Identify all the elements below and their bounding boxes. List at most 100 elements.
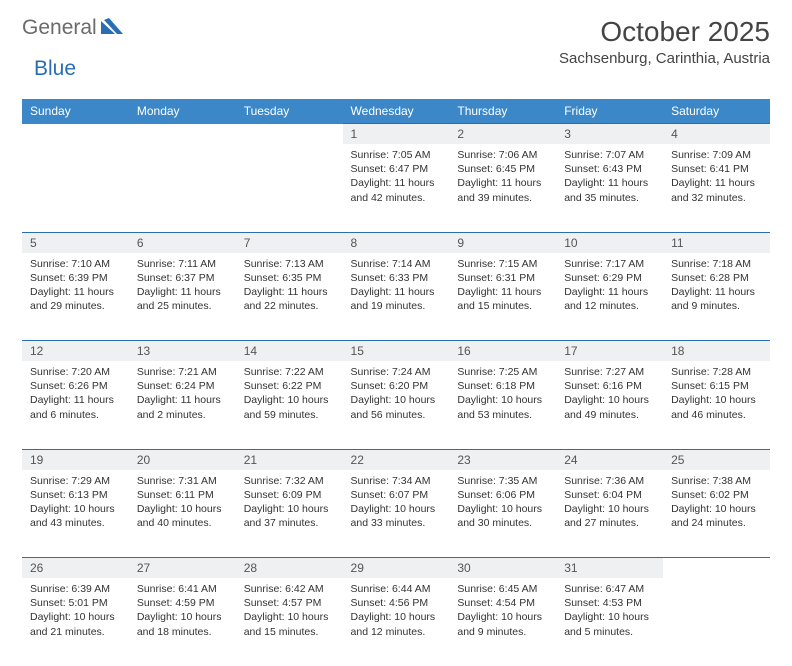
week-number-row: 567891011 [22, 232, 770, 253]
day-number-cell: 7 [236, 232, 343, 253]
day-number: 2 [449, 124, 556, 144]
day-details: Sunrise: 7:11 AMSunset: 6:37 PMDaylight:… [129, 253, 236, 320]
day-body-cell: Sunrise: 7:32 AMSunset: 6:09 PMDaylight:… [236, 470, 343, 558]
day-number: 3 [556, 124, 663, 144]
week-body-row: Sunrise: 6:39 AMSunset: 5:01 PMDaylight:… [22, 578, 770, 666]
day-number: 15 [343, 341, 450, 361]
week-number-row: 12131415161718 [22, 341, 770, 362]
weekday-header: Wednesday [343, 99, 450, 124]
day-number: 5 [22, 233, 129, 253]
week-body-row: Sunrise: 7:10 AMSunset: 6:39 PMDaylight:… [22, 253, 770, 341]
day-body-cell: Sunrise: 7:09 AMSunset: 6:41 PMDaylight:… [663, 144, 770, 232]
day-details: Sunrise: 7:32 AMSunset: 6:09 PMDaylight:… [236, 470, 343, 537]
day-details: Sunrise: 7:36 AMSunset: 6:04 PMDaylight:… [556, 470, 663, 537]
day-body-cell: Sunrise: 7:25 AMSunset: 6:18 PMDaylight:… [449, 361, 556, 449]
day-body-cell: Sunrise: 7:13 AMSunset: 6:35 PMDaylight:… [236, 253, 343, 341]
day-number: 24 [556, 450, 663, 470]
day-details: Sunrise: 7:34 AMSunset: 6:07 PMDaylight:… [343, 470, 450, 537]
day-body-cell: Sunrise: 7:27 AMSunset: 6:16 PMDaylight:… [556, 361, 663, 449]
day-body-cell: Sunrise: 7:31 AMSunset: 6:11 PMDaylight:… [129, 470, 236, 558]
day-body-cell [663, 578, 770, 666]
day-number-cell: 16 [449, 341, 556, 362]
day-number-cell [22, 124, 129, 145]
day-details: Sunrise: 6:42 AMSunset: 4:57 PMDaylight:… [236, 578, 343, 645]
week-number-row: 1234 [22, 124, 770, 145]
day-details: Sunrise: 7:15 AMSunset: 6:31 PMDaylight:… [449, 253, 556, 320]
day-details: Sunrise: 7:25 AMSunset: 6:18 PMDaylight:… [449, 361, 556, 428]
day-body-cell: Sunrise: 7:36 AMSunset: 6:04 PMDaylight:… [556, 470, 663, 558]
day-number-cell: 4 [663, 124, 770, 145]
day-details: Sunrise: 7:24 AMSunset: 6:20 PMDaylight:… [343, 361, 450, 428]
day-number-cell: 17 [556, 341, 663, 362]
day-number: 11 [663, 233, 770, 253]
day-number-cell: 25 [663, 449, 770, 470]
day-number: 14 [236, 341, 343, 361]
day-body-cell: Sunrise: 6:41 AMSunset: 4:59 PMDaylight:… [129, 578, 236, 666]
day-details: Sunrise: 7:31 AMSunset: 6:11 PMDaylight:… [129, 470, 236, 537]
day-details: Sunrise: 7:17 AMSunset: 6:29 PMDaylight:… [556, 253, 663, 320]
day-body-cell: Sunrise: 7:05 AMSunset: 6:47 PMDaylight:… [343, 144, 450, 232]
day-body-cell: Sunrise: 7:24 AMSunset: 6:20 PMDaylight:… [343, 361, 450, 449]
day-number-cell [663, 558, 770, 579]
day-details: Sunrise: 7:09 AMSunset: 6:41 PMDaylight:… [663, 144, 770, 211]
weekday-header: Thursday [449, 99, 556, 124]
day-number: 8 [343, 233, 450, 253]
day-number-cell: 19 [22, 449, 129, 470]
day-body-cell: Sunrise: 7:17 AMSunset: 6:29 PMDaylight:… [556, 253, 663, 341]
day-details: Sunrise: 7:14 AMSunset: 6:33 PMDaylight:… [343, 253, 450, 320]
day-number: 27 [129, 558, 236, 578]
day-details: Sunrise: 7:18 AMSunset: 6:28 PMDaylight:… [663, 253, 770, 320]
week-body-row: Sunrise: 7:29 AMSunset: 6:13 PMDaylight:… [22, 470, 770, 558]
day-number: 29 [343, 558, 450, 578]
day-details: Sunrise: 7:22 AMSunset: 6:22 PMDaylight:… [236, 361, 343, 428]
logo-text-1: General [22, 16, 97, 40]
day-details: Sunrise: 6:47 AMSunset: 4:53 PMDaylight:… [556, 578, 663, 645]
day-details: Sunrise: 7:10 AMSunset: 6:39 PMDaylight:… [22, 253, 129, 320]
day-number-cell: 20 [129, 449, 236, 470]
day-body-cell: Sunrise: 7:06 AMSunset: 6:45 PMDaylight:… [449, 144, 556, 232]
day-body-cell: Sunrise: 7:11 AMSunset: 6:37 PMDaylight:… [129, 253, 236, 341]
day-number: 26 [22, 558, 129, 578]
day-number: 12 [22, 341, 129, 361]
weekday-header-row: SundayMondayTuesdayWednesdayThursdayFrid… [22, 99, 770, 124]
day-number-cell: 12 [22, 341, 129, 362]
day-number-cell: 22 [343, 449, 450, 470]
day-number-cell: 8 [343, 232, 450, 253]
day-number: 17 [556, 341, 663, 361]
day-number-cell: 9 [449, 232, 556, 253]
day-number-cell: 3 [556, 124, 663, 145]
day-details: Sunrise: 7:38 AMSunset: 6:02 PMDaylight:… [663, 470, 770, 537]
weekday-header: Tuesday [236, 99, 343, 124]
weekday-header: Friday [556, 99, 663, 124]
day-details: Sunrise: 6:45 AMSunset: 4:54 PMDaylight:… [449, 578, 556, 645]
day-body-cell: Sunrise: 7:29 AMSunset: 6:13 PMDaylight:… [22, 470, 129, 558]
day-body-cell: Sunrise: 7:38 AMSunset: 6:02 PMDaylight:… [663, 470, 770, 558]
month-title: October 2025 [559, 16, 770, 48]
day-number: 25 [663, 450, 770, 470]
day-number: 22 [343, 450, 450, 470]
day-body-cell: Sunrise: 7:21 AMSunset: 6:24 PMDaylight:… [129, 361, 236, 449]
day-number-cell: 11 [663, 232, 770, 253]
day-number: 9 [449, 233, 556, 253]
logo-text-2: Blue [34, 57, 76, 80]
day-body-cell: Sunrise: 6:45 AMSunset: 4:54 PMDaylight:… [449, 578, 556, 666]
day-number: 31 [556, 558, 663, 578]
day-details: Sunrise: 7:05 AMSunset: 6:47 PMDaylight:… [343, 144, 450, 211]
calendar-table: SundayMondayTuesdayWednesdayThursdayFrid… [22, 99, 770, 666]
day-number: 4 [663, 124, 770, 144]
day-body-cell: Sunrise: 7:34 AMSunset: 6:07 PMDaylight:… [343, 470, 450, 558]
weekday-header: Monday [129, 99, 236, 124]
week-number-row: 19202122232425 [22, 449, 770, 470]
day-number-cell: 21 [236, 449, 343, 470]
day-number-cell: 28 [236, 558, 343, 579]
day-number: 28 [236, 558, 343, 578]
day-number-cell [236, 124, 343, 145]
day-body-cell: Sunrise: 6:47 AMSunset: 4:53 PMDaylight:… [556, 578, 663, 666]
day-number-cell: 31 [556, 558, 663, 579]
day-details: Sunrise: 7:20 AMSunset: 6:26 PMDaylight:… [22, 361, 129, 428]
weekday-header: Sunday [22, 99, 129, 124]
day-details: Sunrise: 7:28 AMSunset: 6:15 PMDaylight:… [663, 361, 770, 428]
day-body-cell: Sunrise: 6:39 AMSunset: 5:01 PMDaylight:… [22, 578, 129, 666]
day-body-cell: Sunrise: 7:28 AMSunset: 6:15 PMDaylight:… [663, 361, 770, 449]
week-number-row: 262728293031 [22, 558, 770, 579]
